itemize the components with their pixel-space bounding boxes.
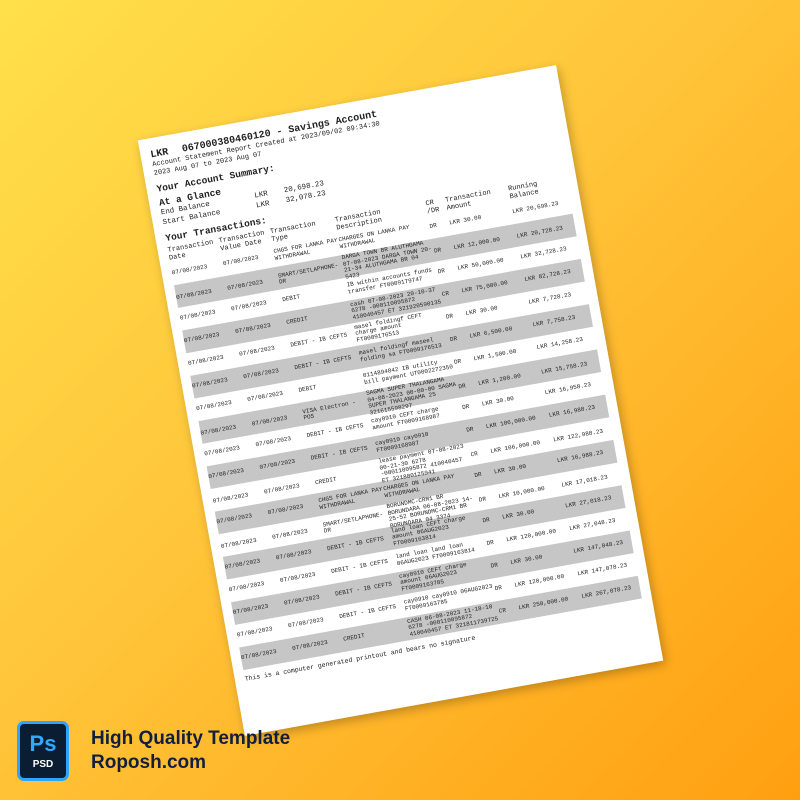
cell-value-date: 07/08/2023 xyxy=(238,344,276,358)
cell-balance: LKR 20,698.23 xyxy=(511,200,560,216)
cell-crdr: DR xyxy=(486,538,495,548)
cell-crdr: DR xyxy=(429,222,438,231)
cell-crdr: DR xyxy=(457,382,467,391)
cell-balance: LKR 16,988.23 xyxy=(556,449,604,465)
cell-date: 07/08/2023 xyxy=(236,625,274,639)
transactions-table: 07/08/2023 07/08/2023 CHGS FOR LANKA PAY W… xyxy=(170,191,642,671)
cell-balance: LKR 82,728.23 xyxy=(523,268,572,284)
cell-balance: LKR 32,728.23 xyxy=(519,245,568,261)
cell-amount: LKR 6,500.00 xyxy=(469,325,513,340)
cell-value-date: 07/08/2023 xyxy=(246,389,284,404)
cell-date: 07/08/2023 xyxy=(240,648,278,662)
cell-crdr: DR xyxy=(453,357,462,367)
cell-value-date: 07/08/2023 xyxy=(267,503,304,517)
cell-date: 07/08/2023 xyxy=(179,308,217,322)
photoshop-psd-icon: Ps PSD xyxy=(17,721,69,781)
cell-amount: LKR 120,000.00 xyxy=(513,573,565,589)
psd-label: PSD xyxy=(32,759,54,770)
cell-amount: LKR 30.00 xyxy=(509,553,543,567)
cell-date: 07/08/2023 xyxy=(195,399,233,413)
cell-balance: LKR 267,078.23 xyxy=(580,584,632,601)
cell-value-date: 07/08/2023 xyxy=(251,414,288,428)
cell-value-date: 07/08/2023 xyxy=(254,435,292,449)
bank-statement-page: LKR 067000380460120 - Savings Account Acc… xyxy=(137,65,664,736)
cell-value-date: 07/08/2023 xyxy=(226,278,264,292)
brand-site: Roposh.com xyxy=(91,752,207,773)
cell-balance: LKR 7,728.23 xyxy=(528,291,572,306)
cell-date: 07/08/2023 xyxy=(203,444,241,458)
cell-date: 07/08/2023 xyxy=(216,512,253,526)
cell-value-date: 07/08/2023 xyxy=(283,593,321,607)
cell-crdr: CR xyxy=(470,450,479,459)
cell-date: 07/08/2023 xyxy=(228,580,265,594)
cell-type: CREDIT xyxy=(342,632,366,644)
cell-crdr: DR xyxy=(433,246,442,255)
cell-value-date: 07/08/2023 xyxy=(230,299,268,313)
cell-date: 07/08/2023 xyxy=(191,376,229,390)
cell-value-date: 07/08/2023 xyxy=(279,571,317,585)
ps-logo-text: Ps xyxy=(29,731,57,756)
cell-amount: LKR 106,000.00 xyxy=(485,414,537,431)
cell-crdr: DR xyxy=(473,471,483,480)
cell-crdr: CR xyxy=(441,289,450,299)
cell-value-date: 07/08/2023 xyxy=(287,616,325,630)
cell-date: 07/08/2023 xyxy=(220,536,258,550)
cell-balance: LKR 7,758.23 xyxy=(532,313,576,329)
cell-value-date: 07/08/2023 xyxy=(271,527,309,541)
cell-date: 07/08/2023 xyxy=(183,331,221,345)
cell-crdr: DR xyxy=(445,312,454,321)
cell-amount: LKR 30.00 xyxy=(448,214,482,227)
cell-amount: LKR 50,000.00 xyxy=(456,256,505,272)
cell-date: 07/08/2023 xyxy=(187,353,225,368)
cell-value-date: 07/08/2023 xyxy=(263,482,301,496)
cell-value-date: 07/08/2023 xyxy=(291,638,329,653)
cell-crdr: DR xyxy=(449,335,458,344)
cell-balance: LKR 147,078.23 xyxy=(576,561,628,578)
cell-value-date: 07/08/2023 xyxy=(234,322,272,336)
cell-balance: LKR 27,018.23 xyxy=(564,494,613,510)
brand-tagline: High Quality Template xyxy=(91,728,291,749)
cell-crdr: DR xyxy=(461,403,470,412)
cell-amount: LKR 120,000.00 xyxy=(505,527,557,544)
cell-amount: LKR 1,500.00 xyxy=(473,347,517,363)
cell-balance: LKR 16,988.23 xyxy=(548,403,596,420)
cell-crdr: DR xyxy=(478,495,487,504)
cell-balance: LKR 14,258.23 xyxy=(536,335,584,352)
cell-crdr: DR xyxy=(490,561,499,570)
cell-value-date: 07/08/2023 xyxy=(242,367,280,381)
cell-value-date: 07/08/2023 xyxy=(259,457,296,472)
cell-amount: LKR 75,000.00 xyxy=(460,279,509,295)
cell-balance: LKR 16,958.23 xyxy=(544,381,592,397)
cell-date: 07/08/2023 xyxy=(232,602,270,617)
cell-crdr: DR xyxy=(482,516,491,525)
cell-date: 07/08/2023 xyxy=(212,491,249,505)
cell-value-date: 07/08/2023 xyxy=(222,254,260,268)
cell-crdr: DR xyxy=(437,267,446,276)
cell-balance: LKR 27,048.23 xyxy=(568,517,617,533)
cell-amount: LKR 30.00 xyxy=(493,463,527,476)
cell-amount: LKR 30.00 xyxy=(465,304,499,318)
cell-balance: LKR 147,048.23 xyxy=(572,539,624,555)
cell-amount: LKR 30.00 xyxy=(501,508,535,521)
cell-amount: LKR 250,000.00 xyxy=(518,595,569,612)
cell-date: 07/08/2023 xyxy=(200,423,237,437)
cell-amount: LKR 30.00 xyxy=(481,395,515,408)
cell-crdr: DR xyxy=(465,425,475,434)
cell-crdr: DR xyxy=(494,584,503,593)
branding: Ps PSD High Quality Template Roposh.com xyxy=(17,721,290,781)
cell-date: 07/08/2023 xyxy=(224,557,261,571)
cell-date: 07/08/2023 xyxy=(207,467,245,481)
cell-date: 07/08/2023 xyxy=(175,287,213,301)
cell-crdr: CR xyxy=(498,606,507,616)
cell-value-date: 07/08/2023 xyxy=(275,548,313,562)
cell-date: 07/08/2023 xyxy=(171,263,208,277)
